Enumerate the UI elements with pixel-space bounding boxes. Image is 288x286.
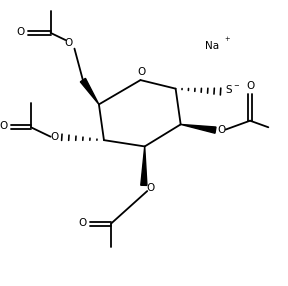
Text: O: O bbox=[0, 122, 7, 131]
Polygon shape bbox=[141, 146, 147, 185]
Text: $^{+}$: $^{+}$ bbox=[224, 37, 231, 46]
Text: $^{-}$: $^{-}$ bbox=[233, 83, 240, 93]
Polygon shape bbox=[181, 124, 216, 133]
Text: O: O bbox=[78, 218, 86, 228]
Text: O: O bbox=[246, 81, 254, 91]
Text: O: O bbox=[138, 67, 146, 77]
Text: O: O bbox=[51, 132, 59, 142]
Text: O: O bbox=[16, 27, 24, 37]
Text: O: O bbox=[146, 183, 154, 192]
Text: O: O bbox=[64, 39, 72, 48]
Text: O: O bbox=[217, 125, 226, 134]
Text: Na: Na bbox=[205, 41, 219, 51]
Polygon shape bbox=[80, 78, 99, 104]
Text: S: S bbox=[225, 85, 232, 95]
